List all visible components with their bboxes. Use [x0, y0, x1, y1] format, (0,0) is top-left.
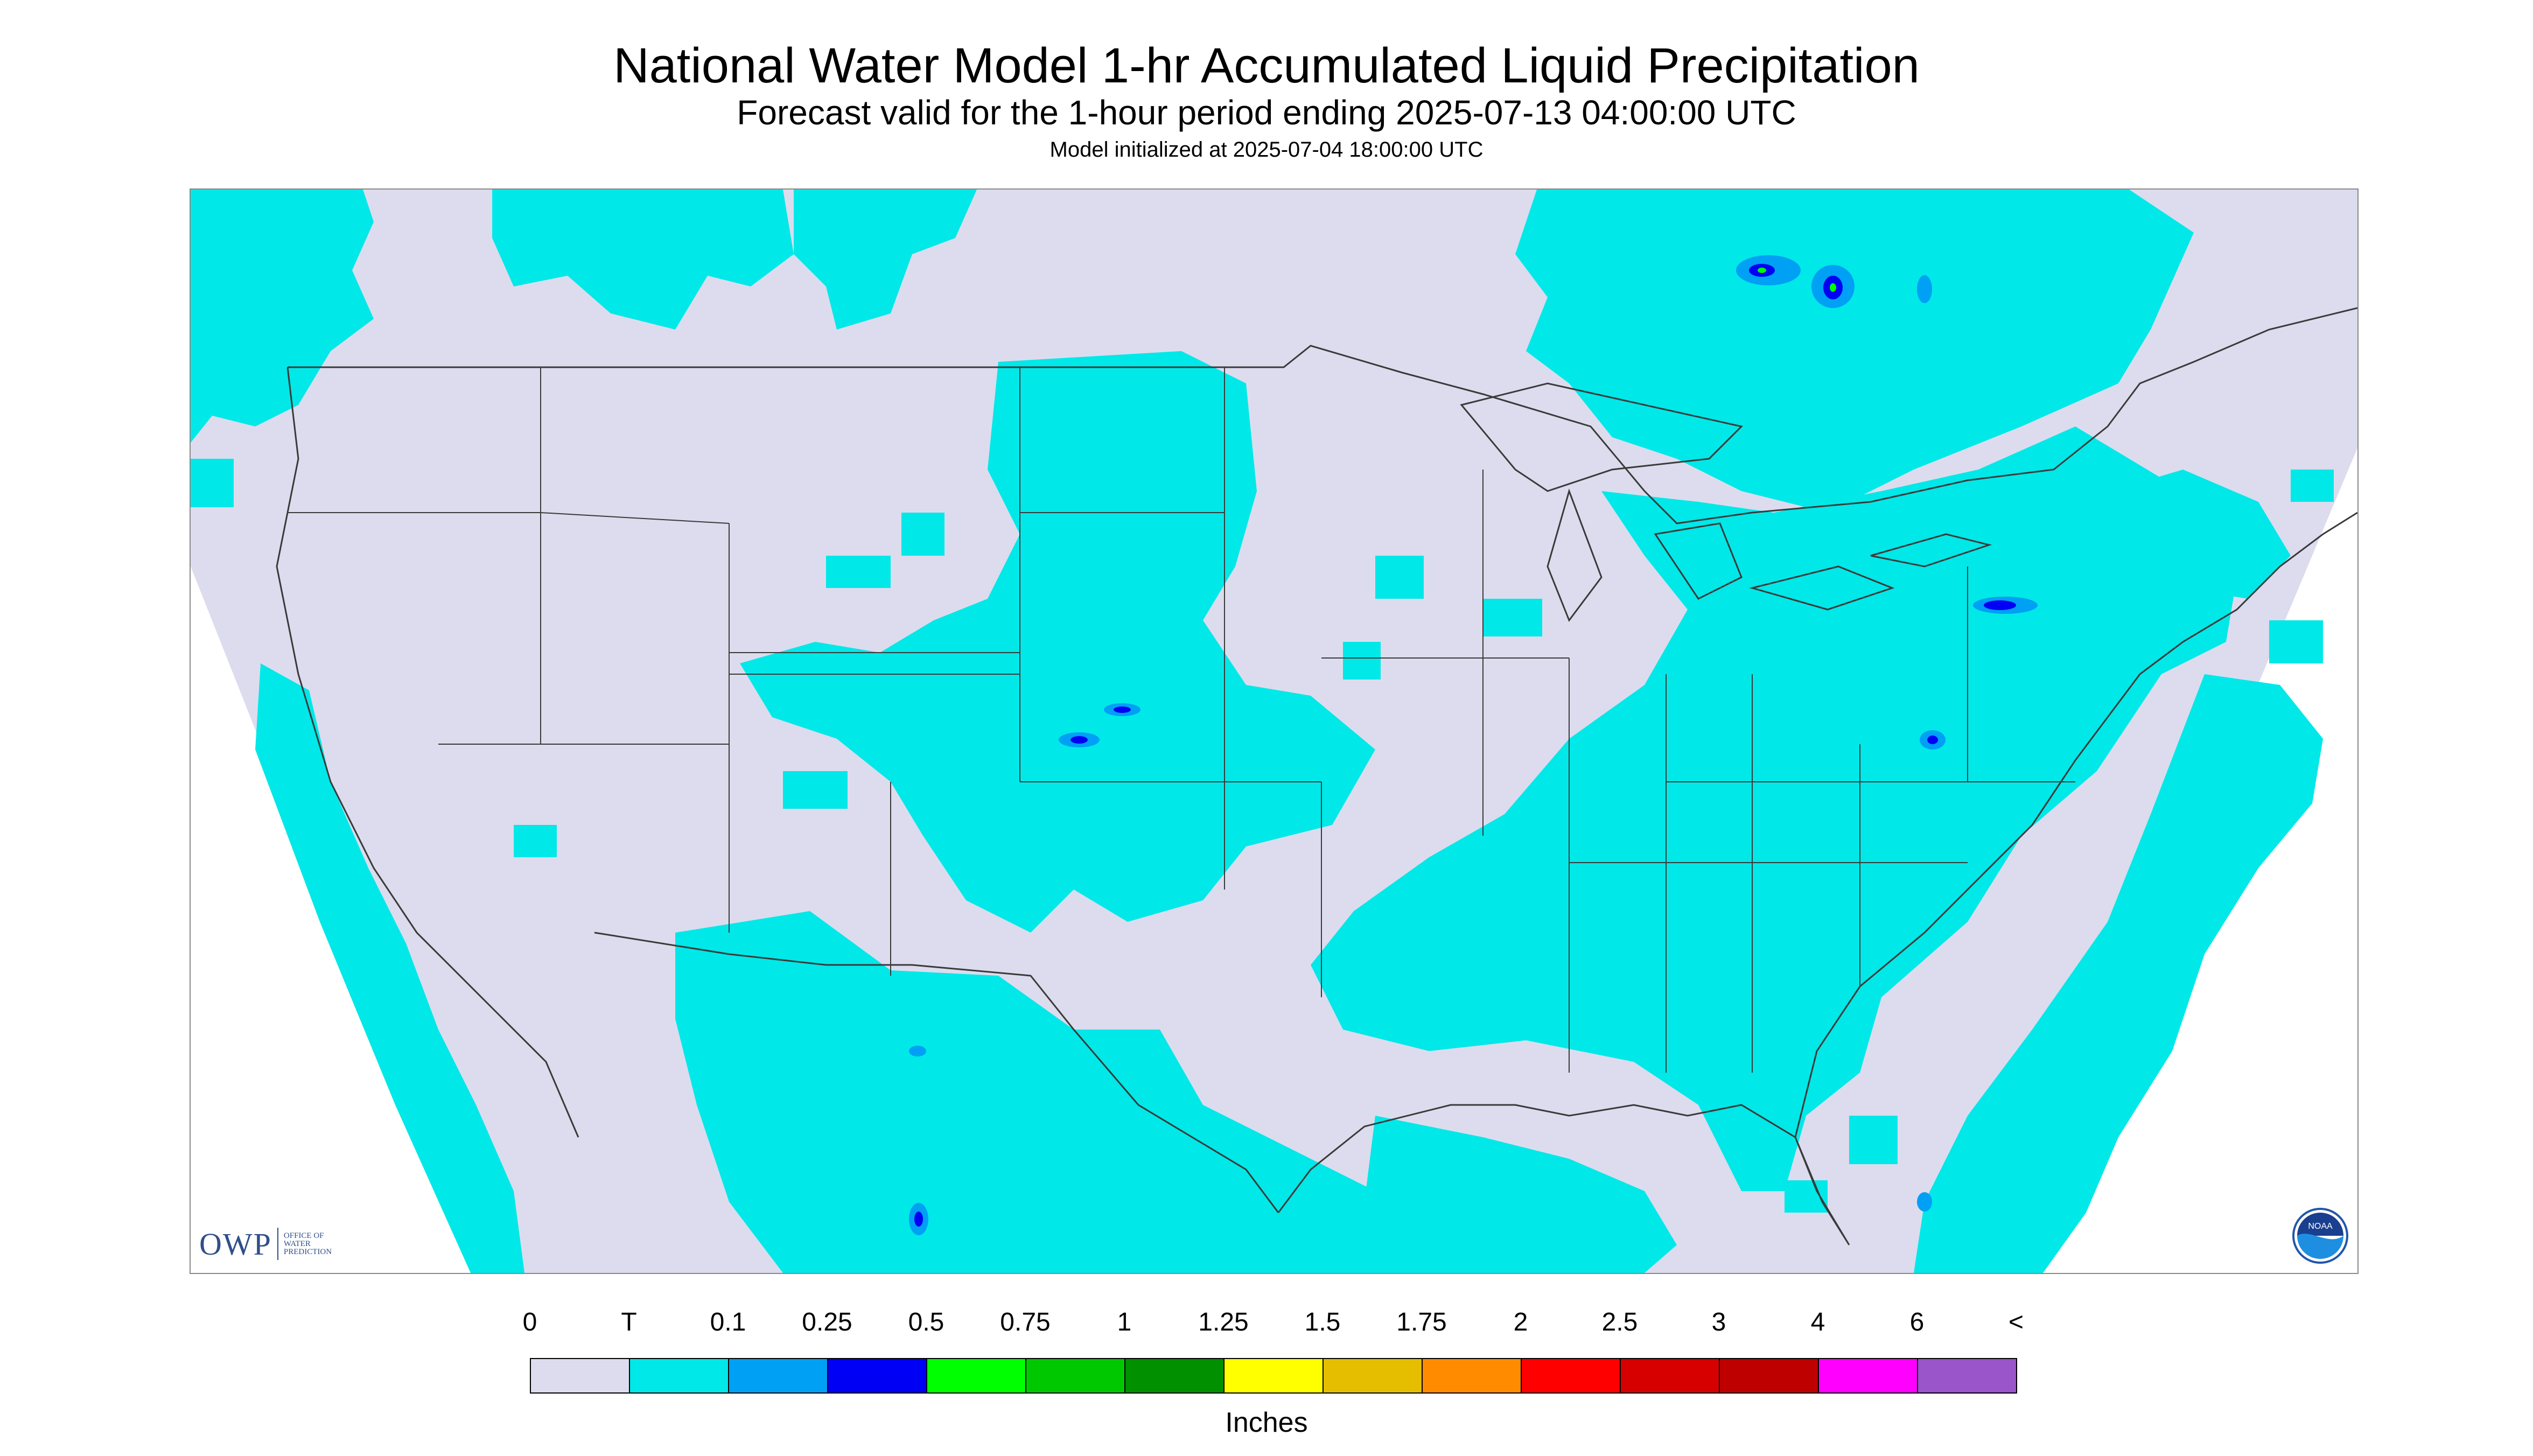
legend-tick-label: T — [621, 1308, 637, 1336]
precip-area-new-england — [2075, 470, 2291, 599]
precip-area-pnw — [191, 190, 374, 443]
precip-cell — [460, 1159, 492, 1191]
atlantic-coastline — [1794, 512, 2357, 1138]
precip-area-plains-north — [740, 351, 1375, 933]
legend-swatch — [1324, 1359, 1423, 1392]
precip-cell — [1849, 1116, 1898, 1164]
precip-cell — [1009, 857, 1063, 895]
precip-cell — [901, 513, 944, 556]
precip-cell — [471, 1223, 492, 1245]
precip-core-light — [909, 1046, 926, 1056]
noaa-logo-text: NOAA — [2308, 1222, 2333, 1231]
noaa-logo: NOAA — [2292, 1208, 2348, 1264]
legend-units-label: Inches — [1225, 1407, 1308, 1438]
map-title: National Water Model 1-hr Accumulated Li… — [613, 38, 1920, 93]
precip-shading — [191, 190, 2334, 1273]
precip-area-california-coast — [255, 663, 524, 1273]
legend-swatch — [630, 1359, 729, 1392]
precip-cell — [2291, 470, 2334, 502]
boundary-lines — [276, 307, 2357, 1245]
legend-tick-label: 1 — [1117, 1308, 1132, 1336]
legend-tick-label: 0.5 — [908, 1308, 944, 1336]
model-init-time: Model initialized at 2025-07-04 18:00:00… — [1049, 138, 1484, 162]
precip-cell — [1483, 599, 1542, 636]
precip-cell — [2269, 620, 2323, 663]
precip-area-east — [1311, 426, 2237, 1191]
legend-swatch — [1621, 1359, 1720, 1392]
state-border — [288, 367, 2075, 1073]
legend-tick-label: 2 — [1513, 1308, 1528, 1336]
precip-core-light — [1917, 275, 1932, 303]
us-canada-border — [288, 307, 2357, 524]
owp-logo-letters: OWP — [199, 1226, 272, 1262]
legend-tick-label: 0 — [522, 1308, 537, 1336]
legend-swatch — [1522, 1359, 1621, 1392]
precip-cell — [1785, 1180, 1828, 1213]
owp-logo: OWP OFFICE OF WATER PREDICTION — [199, 1223, 332, 1264]
map-canvas — [191, 190, 2357, 1273]
legend-swatch — [1125, 1359, 1224, 1392]
legend-swatch — [531, 1359, 630, 1392]
legend-tick-label: 0.75 — [1000, 1308, 1051, 1336]
precipitation-map: OWP OFFICE OF WATER PREDICTION NOAA — [190, 188, 2359, 1274]
legend-swatch — [927, 1359, 1026, 1392]
legend-tick-label: 4 — [1810, 1308, 1825, 1336]
precip-area-southwest — [675, 911, 1537, 1273]
legend-tick-label: 1.5 — [1304, 1308, 1341, 1336]
precip-cell — [783, 771, 848, 809]
legend-tick-label: 1.75 — [1396, 1308, 1447, 1336]
map-subtitle: Forecast valid for the 1-hour period end… — [737, 93, 1796, 132]
great-lakes — [1460, 382, 1992, 622]
precip-area-alberta — [794, 190, 977, 330]
legend-swatch — [1720, 1359, 1819, 1392]
precip-core-moderate — [1984, 600, 2016, 610]
precip-core-moderate — [1070, 736, 1088, 744]
precip-core-heavy — [1830, 283, 1836, 292]
legend-swatch — [828, 1359, 927, 1392]
precip-core-heavy — [1758, 268, 1766, 273]
owp-logo-line: OFFICE OF — [283, 1231, 324, 1240]
legend-tick-label: 0.1 — [710, 1308, 746, 1336]
precip-core-moderate — [1114, 706, 1131, 713]
legend-swatch — [1918, 1359, 2016, 1392]
owp-logo-line: WATER — [283, 1239, 311, 1248]
precip-heavy-cores — [909, 255, 2038, 1235]
precip-core-moderate — [1927, 736, 1938, 744]
legend-swatch — [1423, 1359, 1522, 1392]
legend-swatch — [1224, 1359, 1324, 1392]
legend-tick-label: 1.25 — [1198, 1308, 1249, 1336]
legend-tick-label: 2.5 — [1601, 1308, 1638, 1336]
precip-area-atlantic — [1914, 674, 2323, 1273]
precip-area-bc — [492, 190, 794, 330]
precip-area-ontario — [1515, 190, 2194, 513]
legend-tick-label: 6 — [1909, 1308, 1925, 1336]
us-mexico-border — [594, 932, 1279, 1213]
owp-logo-divider — [277, 1228, 278, 1260]
legend-tick-label: 0.25 — [802, 1308, 852, 1336]
precip-core-moderate — [914, 1212, 923, 1227]
legend-swatch — [1026, 1359, 1125, 1392]
legend-swatch — [729, 1359, 828, 1392]
gulf-coastline — [1277, 1104, 1850, 1245]
precip-core-light — [1917, 1192, 1932, 1212]
legend-tick-label: < — [2008, 1308, 2024, 1336]
precip-cell — [1741, 1062, 1785, 1094]
precip-cell — [191, 459, 234, 507]
owp-logo-line: PREDICTION — [283, 1247, 332, 1256]
precip-cell — [1343, 642, 1381, 680]
precip-area-gulf — [1365, 1116, 1677, 1273]
legend-swatches — [530, 1358, 2017, 1394]
precip-cell — [1375, 556, 1424, 599]
precip-cell — [826, 556, 891, 588]
precip-cell — [514, 825, 557, 857]
legend-swatch — [1819, 1359, 1918, 1392]
owp-logo-text: OFFICE OF WATER PREDICTION — [283, 1231, 332, 1256]
legend-tick-label: 3 — [1711, 1308, 1726, 1336]
